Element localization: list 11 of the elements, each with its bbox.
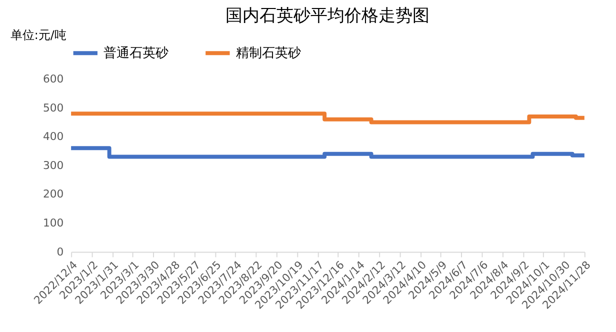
y-tick-label: 100 [42,216,64,230]
y-tick-label: 500 [42,101,64,114]
y-tick-label: 200 [42,188,64,201]
y-tick-label: 600 [42,72,64,86]
chart-title: 国内石英砂平均价格走势图 [226,4,430,25]
legend-label: 精制石英砂 [236,46,301,62]
y-tick-label: 0 [56,245,64,258]
legend-label: 普通石英砂 [104,45,169,62]
y-tick-label: 400 [42,130,64,144]
y-axis-title: 单位:元/吨 [10,28,66,42]
y-tick-label: 300 [42,158,64,172]
